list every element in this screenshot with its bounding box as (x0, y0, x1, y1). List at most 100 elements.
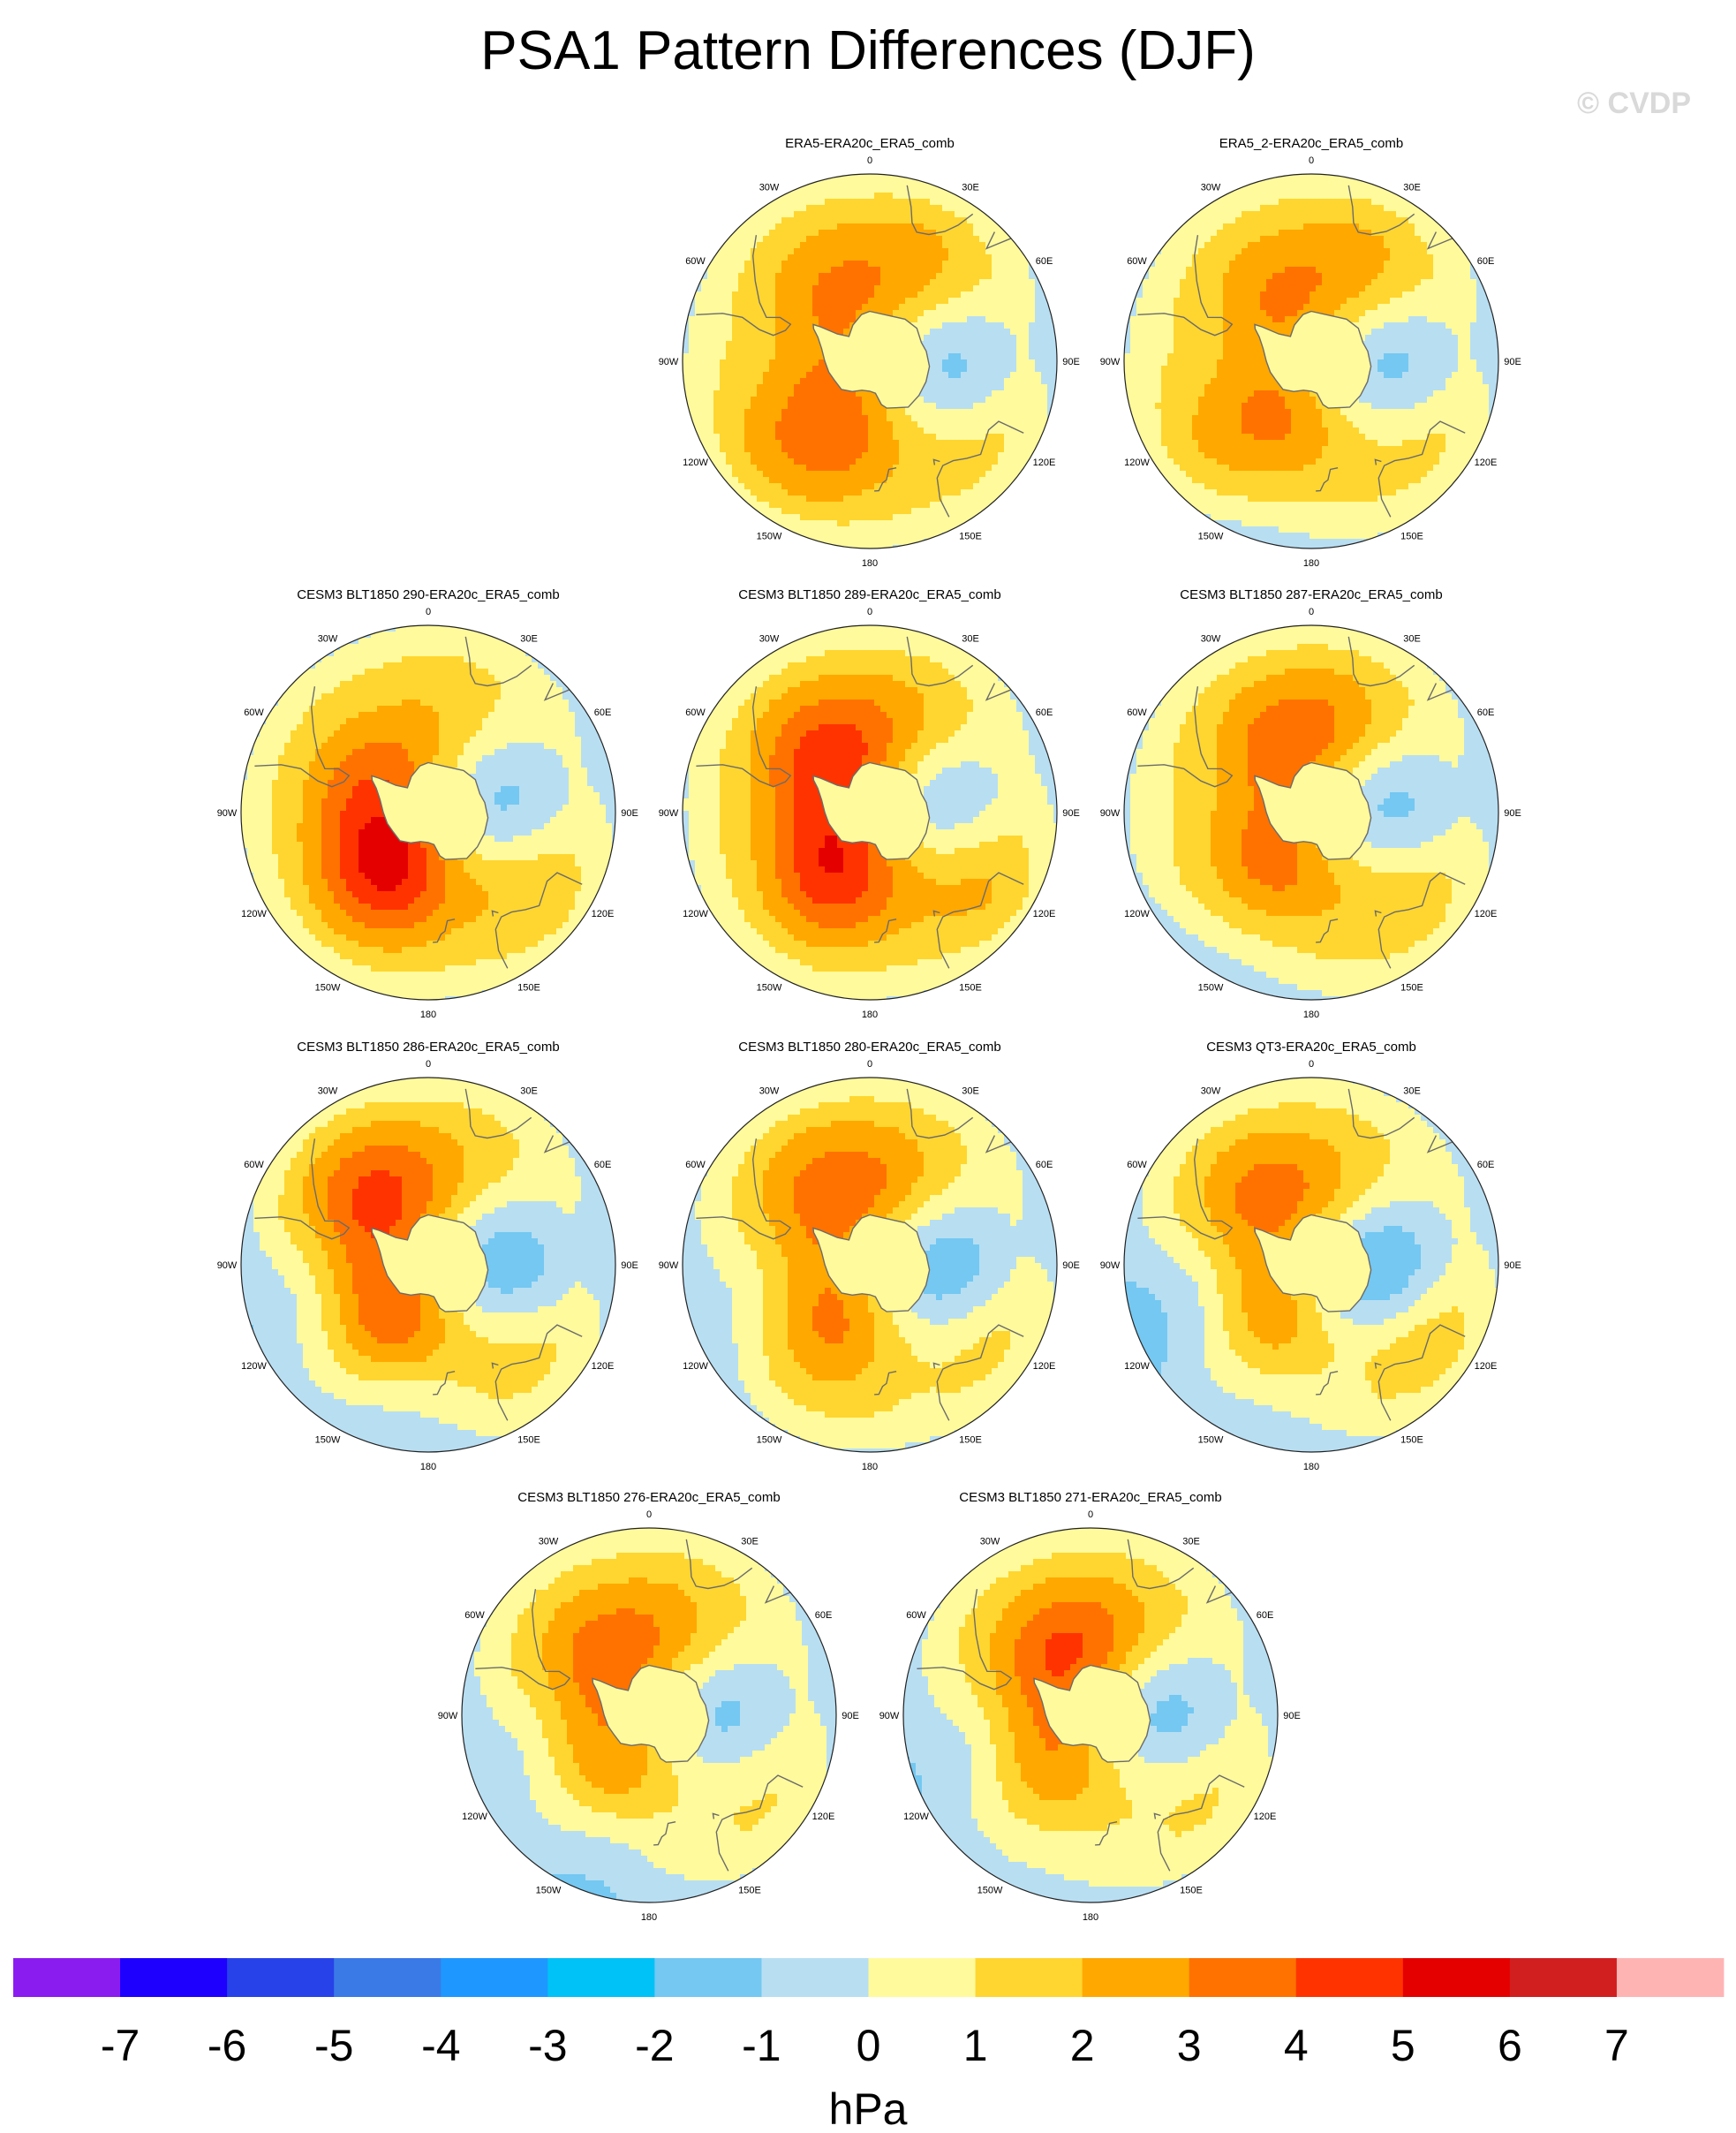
field-cell (1186, 378, 1193, 385)
field-cell (1390, 199, 1397, 206)
field-cell (732, 341, 739, 348)
field-cell (992, 458, 999, 465)
field-cell (992, 452, 999, 459)
field-cell (1470, 341, 1477, 348)
field-cell (720, 427, 727, 435)
field-cell (911, 322, 918, 329)
field-cell (825, 471, 832, 478)
field-cell (831, 477, 838, 484)
field-cell (1260, 366, 1267, 373)
field-cell (942, 446, 949, 453)
field-cell (1023, 316, 1030, 323)
field-cell (763, 291, 770, 299)
field-cell (1223, 261, 1230, 268)
field-cell (1452, 359, 1459, 367)
field-cell (1217, 254, 1224, 261)
field-cell (1029, 273, 1036, 280)
field-cell (744, 415, 751, 422)
field-cell (1458, 248, 1465, 255)
field-cell (781, 273, 789, 280)
field-cell (1155, 378, 1162, 385)
field-cell (1464, 316, 1471, 323)
field-cell (1010, 465, 1017, 472)
field-cell (707, 397, 714, 404)
field-cell (856, 279, 863, 286)
field-cell (720, 304, 727, 311)
field-cell (1149, 335, 1156, 342)
field-cell (794, 254, 801, 261)
field-cell (905, 465, 912, 472)
field-cell (775, 452, 782, 459)
field-cell (788, 211, 795, 218)
field-cell (1310, 174, 1317, 181)
field-cell (1211, 316, 1218, 323)
field-cell (1458, 341, 1465, 348)
field-cell (985, 378, 993, 385)
field-cell (707, 403, 714, 410)
field-cell (856, 415, 863, 422)
field-cell (1297, 291, 1304, 299)
field-cell (695, 446, 702, 453)
field-cell (1229, 291, 1236, 299)
field-cell (1211, 285, 1218, 292)
field-cell (961, 273, 968, 280)
field-cell (1143, 298, 1150, 305)
field-cell (806, 502, 813, 509)
field-cell (1130, 285, 1137, 292)
field-cell (955, 279, 962, 286)
field-cell (849, 465, 857, 472)
field-cell (763, 242, 770, 249)
field-cell (967, 514, 974, 521)
field-cell (1476, 372, 1483, 379)
field-cell (924, 390, 931, 397)
field-cell (1180, 273, 1187, 280)
field-cell (1272, 199, 1279, 206)
field-cell (1384, 390, 1391, 397)
field-cell (917, 223, 925, 231)
field-cell (1439, 236, 1446, 243)
field-cell (942, 316, 949, 323)
field-cell (1242, 193, 1249, 200)
field-cell (1242, 322, 1249, 329)
field-cell (874, 539, 881, 546)
field-cell (812, 359, 819, 367)
field-cell (985, 285, 993, 292)
field-cell (899, 310, 906, 317)
field-cell (788, 409, 795, 416)
field-cell (1023, 415, 1030, 422)
field-cell (942, 341, 949, 348)
field-cell (720, 390, 727, 397)
field-cell (769, 403, 776, 410)
field-cell (1483, 316, 1490, 323)
field-cell (998, 397, 1005, 404)
field-cell (992, 322, 999, 329)
field-cell (961, 427, 968, 435)
field-cell (769, 310, 776, 317)
field-cell (812, 415, 819, 422)
field-cell (924, 384, 931, 391)
field-cell (1439, 335, 1446, 342)
field-cell (794, 230, 801, 237)
field-cell (1328, 298, 1335, 305)
field-cell (726, 254, 733, 261)
field-cell (757, 446, 764, 453)
field-cell (1279, 322, 1286, 329)
field-cell (880, 458, 887, 465)
field-cell (757, 483, 764, 490)
field-cell (1004, 446, 1011, 453)
field-cell (1229, 353, 1236, 360)
field-cell (942, 211, 949, 218)
field-cell (1285, 316, 1292, 323)
field-cell (1495, 372, 1498, 379)
field-cell (1427, 298, 1434, 305)
field-cell (763, 452, 770, 459)
field-cell (1310, 211, 1317, 218)
field-cell (794, 316, 801, 323)
field-cell (825, 502, 832, 509)
field-cell (1377, 180, 1385, 187)
field-cell (1029, 335, 1036, 342)
field-cell (1217, 242, 1224, 249)
field-cell (899, 539, 906, 546)
field-cell (1390, 372, 1397, 379)
field-cell (979, 390, 986, 397)
